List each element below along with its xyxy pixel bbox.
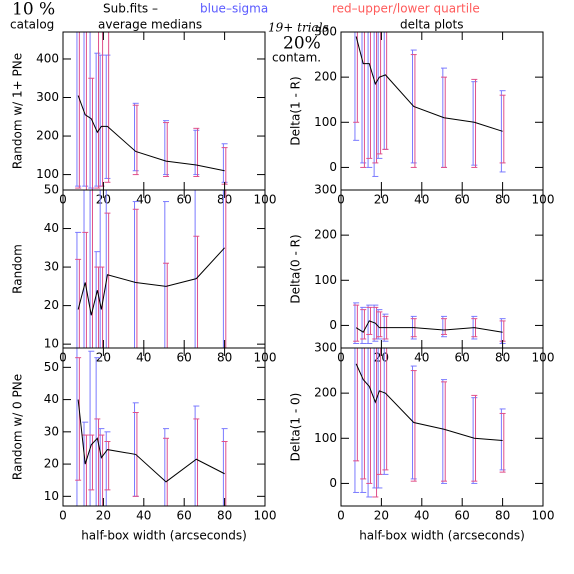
y-tick-label: 200: [314, 386, 337, 400]
plot-area: [353, 302, 506, 344]
plot-area: [75, 190, 228, 348]
y-axis-label: Delta(1 - R): [289, 76, 303, 145]
y-axis-label: Delta(1 - 0): [289, 393, 303, 462]
y-tick-label: 50: [44, 183, 59, 197]
y-tick-label: 50: [44, 360, 59, 374]
plot-area: [75, 348, 228, 506]
sigma-key: blue–sigma: [200, 2, 268, 16]
x-tick-label: 80: [217, 193, 232, 207]
x-tick-label: 20: [96, 193, 111, 207]
frame: [62, 347, 266, 507]
y-tick-label: 10: [44, 337, 59, 351]
frame: [340, 347, 544, 507]
y-axis-label: Random w/ 0 PNe: [11, 374, 25, 480]
y-tick-label: 40: [44, 392, 59, 406]
quartile-key: red–upper/lower quartile: [332, 2, 480, 16]
plot-area: [353, 348, 506, 498]
data-line: [355, 36, 503, 132]
y-tick-label: 20: [44, 457, 59, 471]
y-axis-label: Random w/ 1+ PNe: [11, 53, 25, 169]
x-tick-label: 40: [136, 509, 151, 523]
y-tick-label: 100: [314, 431, 337, 445]
x-tick-label: 20: [96, 509, 111, 523]
y-tick-label: 30: [44, 260, 59, 274]
y-tick-label: 300: [314, 25, 337, 39]
x-tick-label: 80: [217, 351, 232, 365]
x-tick-label: 100: [254, 509, 277, 523]
x-tick-label: 80: [495, 193, 510, 207]
data-line: [355, 363, 503, 442]
x-axis-label: half-box width (arcseconds): [81, 529, 247, 543]
x-tick-label: 40: [136, 351, 151, 365]
frame: [340, 31, 544, 191]
data-line: [77, 399, 225, 483]
y-tick-label: 0: [329, 160, 337, 174]
y-tick-label: 30: [44, 424, 59, 438]
x-tick-label: 60: [177, 351, 192, 365]
data-line: [77, 95, 225, 172]
y-tick-label: 200: [314, 70, 337, 84]
x-tick-label: 40: [414, 351, 429, 365]
y-tick-label: 10: [44, 489, 59, 503]
x-tick-label: 20: [374, 351, 389, 365]
x-tick-label: 20: [96, 351, 111, 365]
x-tick-label: 100: [532, 509, 555, 523]
y-tick-label: 300: [314, 183, 337, 197]
x-tick-label: 0: [59, 509, 67, 523]
x-tick-label: 0: [337, 509, 345, 523]
file-label: Sub.fits –: [103, 2, 158, 16]
catalog-label: catalog: [10, 18, 54, 32]
x-tick-label: 40: [414, 193, 429, 207]
frame: [62, 31, 266, 191]
y-tick-label: 20: [44, 298, 59, 312]
frame: [62, 189, 266, 349]
y-tick-label: 400: [36, 51, 59, 65]
trials-label: 19+ trials: [268, 21, 329, 35]
x-axis-label: half-box width (arcseconds): [359, 529, 525, 543]
contam-percent: 20%: [283, 34, 321, 54]
x-tick-label: 60: [177, 193, 192, 207]
data-line: [355, 320, 503, 333]
x-tick-label: 80: [495, 351, 510, 365]
y-axis-label: Random: [11, 244, 25, 294]
frame: [340, 189, 544, 349]
x-tick-label: 60: [455, 351, 470, 365]
x-tick-label: 60: [455, 193, 470, 207]
contam-label: contam.: [272, 51, 321, 65]
y-tick-label: 300: [36, 90, 59, 104]
y-tick-label: 0: [329, 318, 337, 332]
catalog-percent: 10 %: [12, 0, 55, 20]
y-tick-label: 40: [44, 221, 59, 235]
x-tick-label: 40: [136, 193, 151, 207]
y-tick-label: 100: [36, 167, 59, 181]
x-tick-label: 80: [495, 509, 510, 523]
medians-label: average medians: [98, 18, 202, 32]
x-tick-label: 20: [374, 193, 389, 207]
y-tick-label: 100: [314, 115, 337, 129]
x-tick-label: 60: [177, 509, 192, 523]
plot-area: [353, 32, 506, 177]
x-tick-label: 20: [374, 509, 389, 523]
x-tick-label: 60: [455, 509, 470, 523]
y-tick-label: 200: [36, 129, 59, 143]
y-tick-label: 0: [329, 476, 337, 490]
plot-area: [75, 32, 228, 190]
y-tick-label: 200: [314, 228, 337, 242]
data-line: [77, 247, 225, 316]
y-tick-label: 100: [314, 273, 337, 287]
x-tick-label: 80: [217, 509, 232, 523]
y-tick-label: 300: [314, 341, 337, 355]
x-tick-label: 40: [414, 509, 429, 523]
delta-plots-label: delta plots: [400, 18, 463, 32]
y-axis-label: Delta(0 - R): [289, 234, 303, 303]
